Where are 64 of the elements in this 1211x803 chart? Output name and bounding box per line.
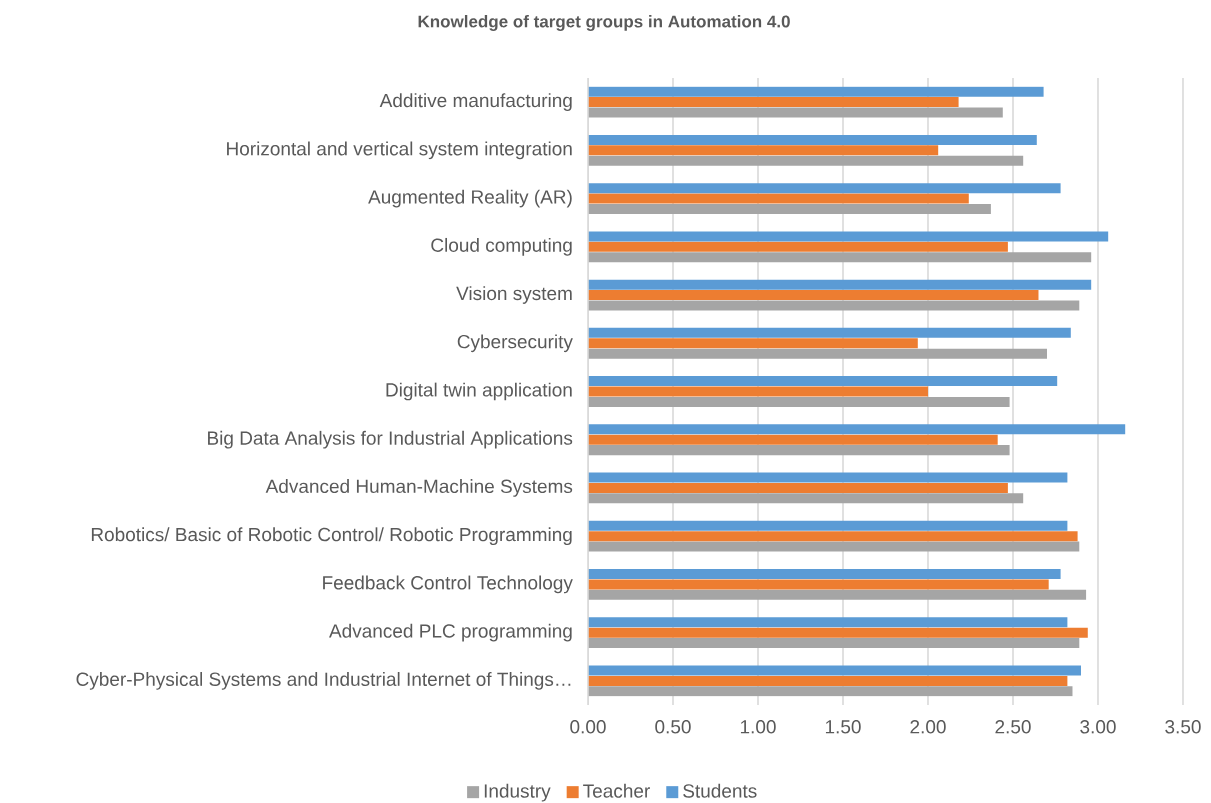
- x-tick-label: 3.00: [1080, 720, 1116, 734]
- y-tick-label: Advanced PLC programming: [329, 623, 572, 642]
- bar: [588, 434, 998, 445]
- legend-label: Teacher: [583, 783, 650, 798]
- y-tick-label: Advanced Human-Machine Systems: [265, 479, 573, 497]
- y-tick-label: Cyber-Physical Systems and Industrial Internet of Things…: [76, 672, 571, 690]
- y-tick-label: Cybersecurity: [457, 334, 573, 353]
- bar: [588, 627, 1088, 638]
- y-tick-label: Augmented Reality (AR): [368, 189, 572, 208]
- bar: [588, 541, 1080, 552]
- x-tick-label: 1.50: [825, 720, 861, 734]
- bar: [588, 638, 1080, 649]
- y-tick-label: Horizontal and vertical system integration: [227, 141, 572, 160]
- y-tick-label: Additive manufacturing: [379, 93, 572, 111]
- bar: [588, 472, 1068, 483]
- x-tick-label: 0.00: [570, 720, 606, 734]
- bar: [588, 97, 959, 108]
- y-tick-label: Robotics/ Basic of Robotic Control/ Robotic Programming: [91, 527, 572, 546]
- bar: [588, 279, 1092, 290]
- x-tick-label: 2.50: [995, 720, 1031, 734]
- bar: [588, 338, 918, 349]
- bar: [588, 86, 1044, 97]
- bar: [588, 482, 1008, 493]
- x-tick-label: 3.50: [1165, 720, 1201, 734]
- x-tick-label: 1.00: [740, 720, 776, 734]
- bar: [588, 193, 969, 204]
- bar: [588, 134, 1037, 145]
- bar: [588, 665, 1081, 676]
- chart-title: Knowledge of target groups in Automation 4.0: [418, 15, 790, 31]
- bar: [588, 231, 1109, 242]
- bar: [588, 155, 1024, 166]
- bar: [588, 569, 1061, 580]
- legend-label: Students: [683, 783, 757, 798]
- bar: [588, 579, 1049, 590]
- bar: [588, 290, 1039, 301]
- bar: [588, 520, 1068, 531]
- bar: [588, 396, 1010, 407]
- bar: [588, 493, 1024, 504]
- y-tick-label: Big Data Analysis for Industrial Applications: [208, 430, 573, 449]
- bar: [588, 300, 1080, 311]
- legend-label: Industry: [484, 783, 551, 802]
- bar: [588, 241, 1008, 252]
- bar: [588, 386, 928, 397]
- bar: [588, 589, 1087, 600]
- bar: [588, 203, 991, 214]
- y-tick-label: Feedback Control Technology: [323, 575, 573, 594]
- bar: [588, 675, 1068, 686]
- x-tick-label: 2.00: [910, 720, 946, 734]
- bar: [588, 145, 939, 156]
- bar: [588, 445, 1010, 456]
- bar: [588, 531, 1078, 542]
- y-tick-label: Digital twin application: [386, 382, 572, 401]
- x-tick-label: 0.50: [655, 720, 691, 734]
- bar: [588, 686, 1073, 697]
- bar: [588, 617, 1068, 628]
- bar: [588, 183, 1061, 194]
- y-tick-label: Vision system: [456, 286, 572, 304]
- bar: [588, 376, 1058, 387]
- bar: [588, 327, 1071, 338]
- bar: [588, 252, 1092, 263]
- bar: [588, 348, 1047, 359]
- bar: [588, 107, 1003, 118]
- bar: [588, 424, 1126, 435]
- y-tick-label: Cloud computing: [431, 237, 572, 256]
